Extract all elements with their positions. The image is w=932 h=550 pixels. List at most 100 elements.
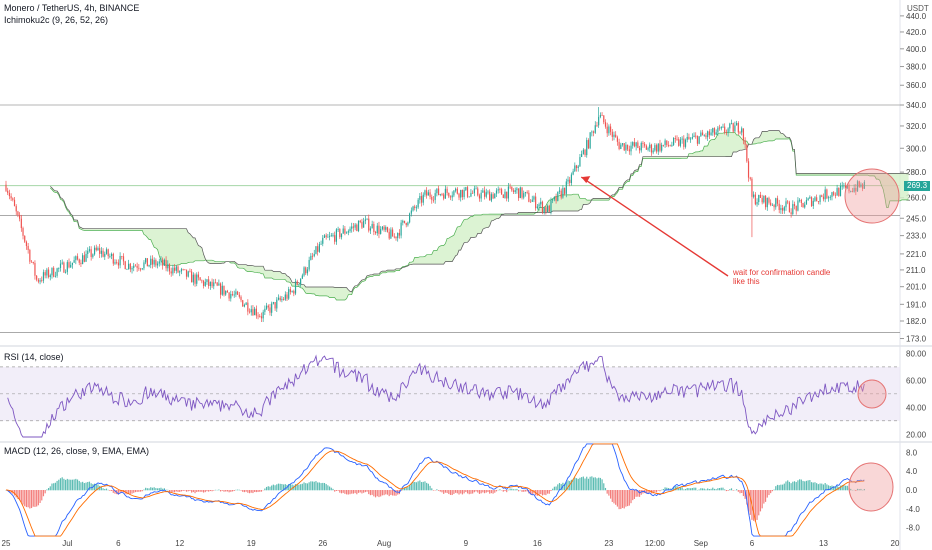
candle-body: [248, 311, 251, 313]
candle-body: [596, 125, 598, 127]
candle-body: [453, 190, 455, 196]
candle-body: [192, 274, 194, 283]
macd-histogram-bar: [604, 487, 607, 491]
candle-body: [700, 132, 702, 137]
macd-histogram-bar: [560, 484, 562, 491]
candle-body: [427, 192, 429, 196]
candle-body: [666, 140, 668, 146]
candle-body: [696, 135, 699, 144]
candle-body: [853, 187, 855, 192]
macd-histogram-bar: [441, 490, 443, 493]
candle-body: [625, 144, 627, 151]
macd-histogram-bar: [368, 490, 370, 495]
rsi-tick-label: 60.00: [906, 376, 927, 385]
candle-body: [267, 305, 269, 308]
ichimoku-span-a: [50, 131, 909, 301]
candle-body: [165, 259, 167, 269]
candle-body: [76, 256, 79, 260]
candle-body: [557, 191, 559, 201]
candle-body: [330, 235, 332, 237]
macd-histogram-bar: [88, 481, 91, 491]
macd-histogram-bar: [478, 490, 481, 494]
macd-histogram-bar: [78, 480, 80, 491]
candle-body: [862, 184, 864, 189]
macd-histogram-bar: [601, 479, 603, 491]
candle-body: [810, 197, 813, 207]
candle-body: [298, 284, 300, 286]
candle-body: [180, 269, 183, 272]
macd-histogram-bar: [754, 490, 756, 522]
macd-histogram-bar: [221, 490, 223, 491]
candle-body: [250, 309, 252, 313]
candle-body: [460, 189, 462, 198]
candle-body: [424, 190, 426, 195]
candle-body: [831, 192, 833, 197]
candle-body: [860, 184, 862, 187]
candle-body: [736, 122, 738, 126]
macd-histogram-bar: [107, 489, 109, 491]
macd-histogram-bar: [761, 490, 763, 509]
candle-body: [199, 277, 201, 281]
candle-body: [286, 294, 288, 299]
candle-body: [334, 235, 336, 242]
candle-body: [621, 143, 624, 145]
macd-histogram-bar: [793, 481, 796, 491]
candle-body: [695, 135, 697, 137]
annotation-arrow-line: [580, 176, 729, 277]
candle-body: [466, 187, 469, 197]
candle-body: [51, 267, 53, 276]
candle-body: [492, 194, 494, 199]
candle-body: [271, 303, 273, 313]
macd-histogram-bar: [475, 490, 477, 492]
candle-body: [480, 192, 482, 199]
candle-body: [684, 139, 687, 147]
macd-histogram-bar: [778, 485, 780, 491]
macd-histogram-bar: [277, 483, 280, 491]
macd-histogram-bar: [509, 488, 511, 491]
macd-histogram-bar: [117, 490, 119, 495]
candle-body: [254, 308, 256, 316]
price-tick-label: 300.0: [906, 144, 927, 153]
candle-body: [182, 269, 184, 271]
macd-histogram-bar: [756, 490, 758, 520]
macd-histogram-bar: [54, 482, 56, 491]
candle-body: [235, 291, 237, 295]
candle-body: [351, 226, 353, 229]
rsi-tick-label: 80.00: [906, 349, 927, 358]
candle-body: [843, 185, 845, 187]
macd-histogram-bar: [715, 489, 717, 491]
macd-histogram-bar: [592, 477, 595, 491]
price-tick-label: 320.0: [906, 122, 927, 131]
candle-body: [807, 198, 809, 201]
macd-histogram-bar: [850, 488, 852, 491]
macd-histogram-bar: [776, 484, 779, 491]
candle-body: [489, 191, 491, 201]
macd-histogram-bar: [211, 490, 213, 492]
candle-body: [718, 127, 721, 129]
candle-body: [56, 268, 58, 276]
macd-histogram-bar: [369, 490, 372, 496]
macd-histogram-bar: [184, 490, 186, 491]
macd-histogram-bar: [574, 477, 576, 491]
macd-histogram-bar: [482, 490, 484, 493]
candle-body: [770, 202, 772, 206]
macd-histogram-bar: [529, 490, 532, 495]
currency-label[interactable]: USDT: [907, 4, 929, 13]
candle-body: [739, 132, 741, 134]
macd-histogram-bar: [705, 489, 707, 491]
macd-histogram-bar: [444, 490, 446, 493]
macd-histogram-bar: [391, 490, 394, 496]
macd-histogram-bar: [764, 490, 767, 502]
macd-histogram-bar: [260, 490, 263, 492]
macd-histogram-bar: [822, 484, 825, 491]
macd-histogram-bar: [242, 490, 244, 492]
candle-body: [516, 188, 518, 191]
macd-histogram-bar: [611, 490, 613, 502]
candle-body: [313, 253, 315, 257]
macd-histogram-bar: [269, 486, 271, 491]
macd-histogram-bar: [768, 490, 770, 496]
macd-histogram-bar: [46, 489, 48, 491]
candle-body: [468, 196, 470, 198]
candle-body: [855, 187, 857, 192]
macd-histogram-bar: [61, 477, 63, 491]
